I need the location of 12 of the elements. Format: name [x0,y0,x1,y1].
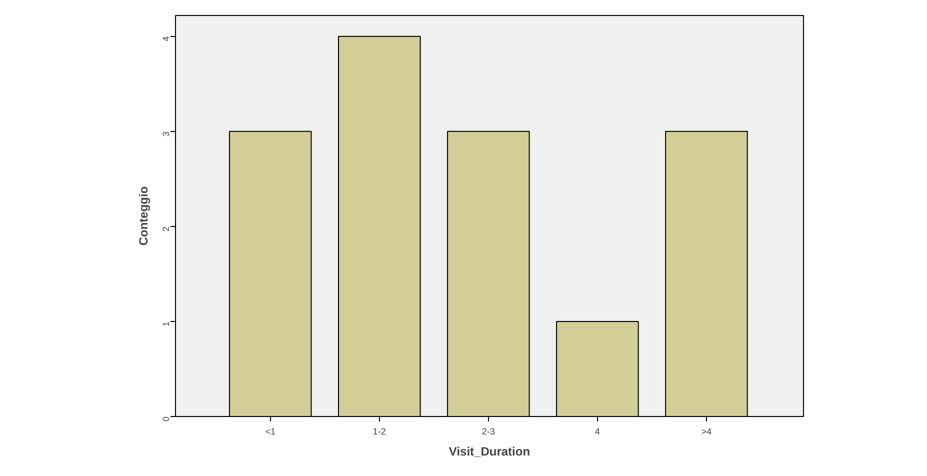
y-axis-title: Conteggio [136,186,150,246]
y-tick-label: 4 [161,36,171,42]
x-tick-label: >4 [701,426,712,436]
x-axis-title: Visit_Duration [448,444,530,458]
x-tick-label: 4 [594,426,600,436]
y-tick-label: 2 [161,226,171,232]
y-tick-label: 1 [161,321,171,326]
x-tick-label: 2-3 [482,426,495,436]
x-tick-label: <1 [265,426,276,436]
y-tick-label: 0 [161,416,171,422]
x-tick-label: 1-2 [372,426,386,436]
y-tick-label: 3 [161,131,171,136]
